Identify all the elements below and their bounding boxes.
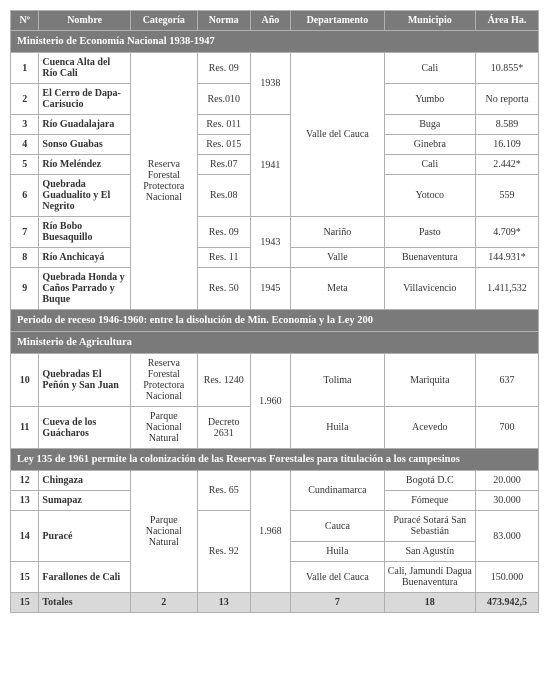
table-row: 10 Quebradas El Peñón y San Juan Reserva…	[11, 354, 539, 407]
table-row: 7 Río Bobo Buesaquillo Res. 09 1943 Nari…	[11, 217, 539, 248]
col-categoria: Categoría	[130, 11, 197, 31]
col-nombre: Nombre	[39, 11, 130, 31]
categoria-cell: Reserva Forestal Protectora Nacional	[130, 53, 197, 310]
section-header: Ley 135 de 1961 permite la colonización …	[11, 449, 539, 471]
col-num: Nº	[11, 11, 39, 31]
col-area: Área Ha.	[475, 11, 538, 31]
col-norma: Norma	[197, 11, 250, 31]
table-row: 3 Río Guadalajara Res. 011 1941 Buga 8.5…	[11, 115, 539, 135]
section-header: Ministerio de Economía Nacional 1938-194…	[11, 31, 539, 53]
col-municipio: Municipio	[384, 11, 475, 31]
totals-row: 15 Totales 2 13 7 18 473.942,5	[11, 593, 539, 613]
section-header: Periodo de receso 1946-1960: entre la di…	[11, 310, 539, 332]
section-header: Ministerio de Agricultura	[11, 332, 539, 354]
header-row: Nº Nombre Categoría Norma Año Departamen…	[11, 11, 539, 31]
col-ano: Año	[250, 11, 291, 31]
protected-areas-table: Nº Nombre Categoría Norma Año Departamen…	[10, 10, 539, 613]
table-row: 9 Quebrada Honda y Caños Parrado y Buque…	[11, 268, 539, 310]
table-row: 1 Cuenca Alta del Río Cali Reserva Fores…	[11, 53, 539, 84]
col-departamento: Departamento	[291, 11, 384, 31]
table-row: 12 Chingaza Parque Nacional Natural Res.…	[11, 471, 539, 491]
